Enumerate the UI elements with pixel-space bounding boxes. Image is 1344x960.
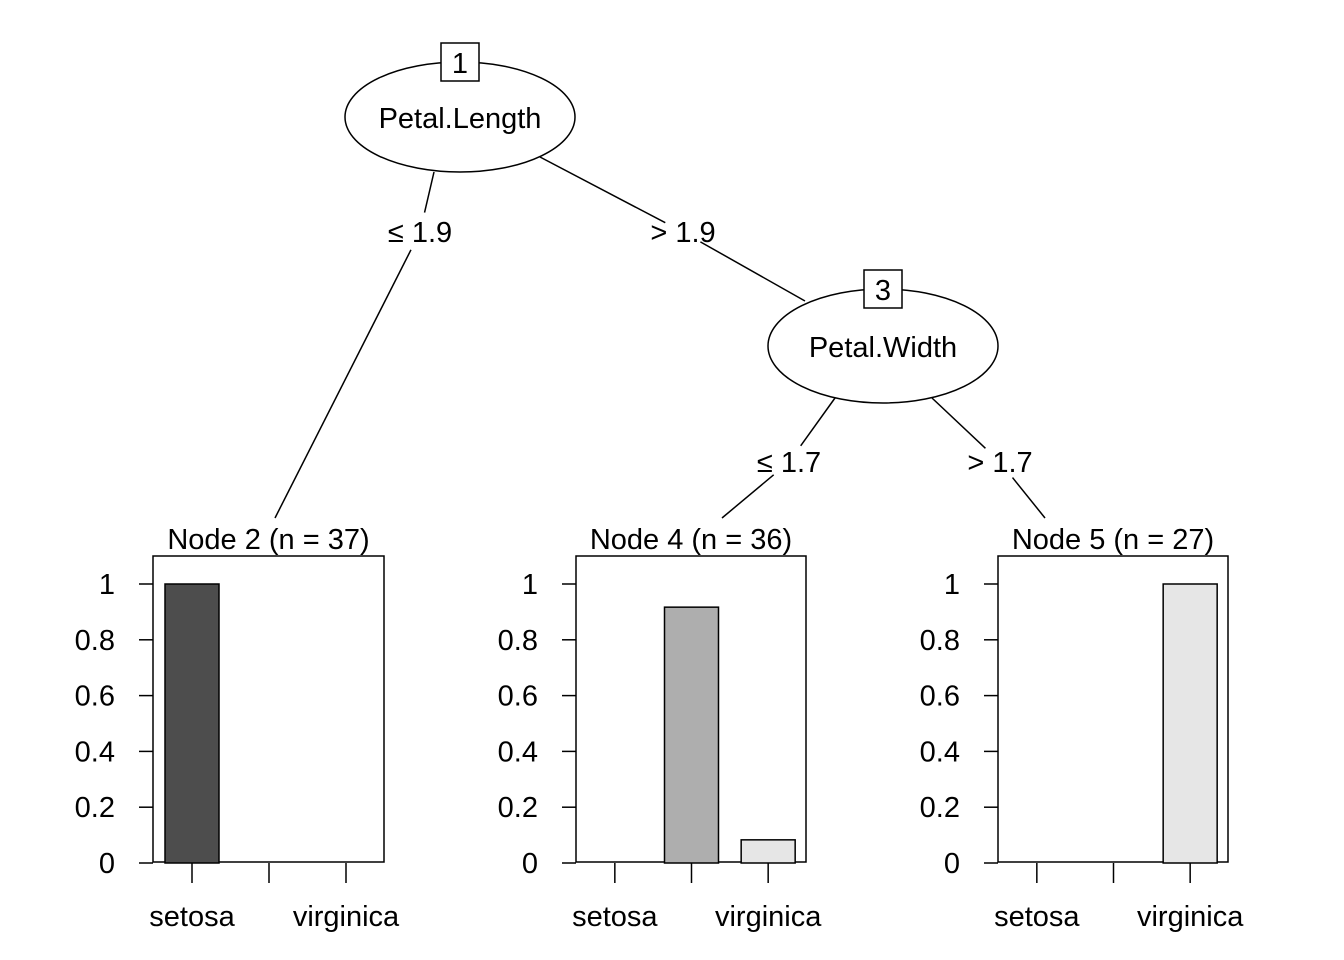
- y-tick-label-5: 1: [944, 569, 960, 601]
- y-tick-label-5: 0.2: [920, 792, 960, 824]
- edge-label-3-4: ≤ 1.7: [757, 447, 821, 479]
- y-tick-label-4: 0.2: [498, 792, 538, 824]
- edge-label-3-5: > 1.7: [967, 447, 1032, 479]
- y-tick-label-2: 0.2: [75, 792, 115, 824]
- bar-4-versicolor: [663, 606, 720, 864]
- x-label-2-setosa: setosa: [149, 901, 235, 933]
- x-label-5-setosa: setosa: [994, 901, 1080, 933]
- split-variable-1: Petal.Length: [379, 103, 542, 135]
- y-tick-label-4: 0.4: [498, 736, 538, 768]
- edge-line-1-2-lower: [274, 249, 412, 519]
- edge-line-3-5-upper: [931, 397, 986, 449]
- y-tick-label-5: 0.4: [920, 736, 960, 768]
- edge-line-3-4-upper: [800, 397, 836, 447]
- terminal-title-2: Node 2 (n = 37): [167, 524, 369, 556]
- x-label-4-setosa: setosa: [572, 901, 658, 933]
- y-tick-label-4: 0.8: [498, 625, 538, 657]
- y-tick-label-2: 0.4: [75, 736, 115, 768]
- node-id-3: 3: [875, 275, 891, 307]
- edge-line-3-4-lower: [721, 474, 775, 519]
- y-tick-label-4: 0.6: [498, 681, 538, 713]
- terminal-node-5: Node 5 (n = 27) 0 0.2 0.4 0.6 0.8 1 setosa virgi…: [920, 524, 1245, 933]
- node-id-1: 1: [452, 48, 468, 80]
- terminal-title-4: Node 4 (n = 36): [590, 524, 792, 556]
- node-id-box-1: [440, 42, 480, 82]
- split-variable-3: Petal.Width: [809, 332, 957, 364]
- y-tick-label-5: 0.6: [920, 681, 960, 713]
- y-tick-label-2: 0.6: [75, 681, 115, 713]
- edge-line-3-5-lower: [1011, 477, 1046, 519]
- y-tick-label-4: 0: [522, 848, 538, 880]
- edge-line-1-2-upper: [423, 171, 435, 213]
- bar-4-virginica: [740, 839, 796, 864]
- y-tick-label-4: 1: [522, 569, 538, 601]
- node-id-box-3: [863, 269, 903, 309]
- terminal-nodes: Node 2 (n = 37) 0 0.2 0.4 0.6 0.8 1 setosa virgi…: [75, 524, 1245, 933]
- edge-label-1-3: > 1.9: [650, 217, 715, 249]
- y-tick-label-2: 1: [99, 569, 115, 601]
- y-tick-label-2: 0.8: [75, 625, 115, 657]
- terminal-title-5: Node 5 (n = 27): [1012, 524, 1214, 556]
- edges: ≤ 1.9 > 1.9 ≤ 1.7 > 1.7: [274, 156, 1046, 519]
- x-label-2-virginica: virginica: [293, 901, 400, 933]
- y-tick-label-5: 0.8: [920, 625, 960, 657]
- terminal-node-2: Node 2 (n = 37) 0 0.2 0.4 0.6 0.8 1 setosa virgi…: [75, 524, 400, 933]
- terminal-node-4: Node 4 (n = 36) 0 0.2 0.4 0.6 0.8 1 setosa virgi…: [498, 524, 823, 933]
- edge-line-1-3-upper: [539, 156, 666, 224]
- edge-label-1-2: ≤ 1.9: [388, 217, 452, 249]
- x-label-4-virginica: virginica: [715, 901, 822, 933]
- x-label-5-virginica: virginica: [1137, 901, 1244, 933]
- inner-nodes: Petal.Length 1 Petal.Width 3: [344, 42, 999, 404]
- y-tick-label-5: 0: [944, 848, 960, 880]
- y-tick-label-2: 0: [99, 848, 115, 880]
- edge-line-1-3-lower: [700, 241, 806, 302]
- bar-5-virginica: [1162, 583, 1218, 864]
- bar-2-setosa: [164, 583, 220, 864]
